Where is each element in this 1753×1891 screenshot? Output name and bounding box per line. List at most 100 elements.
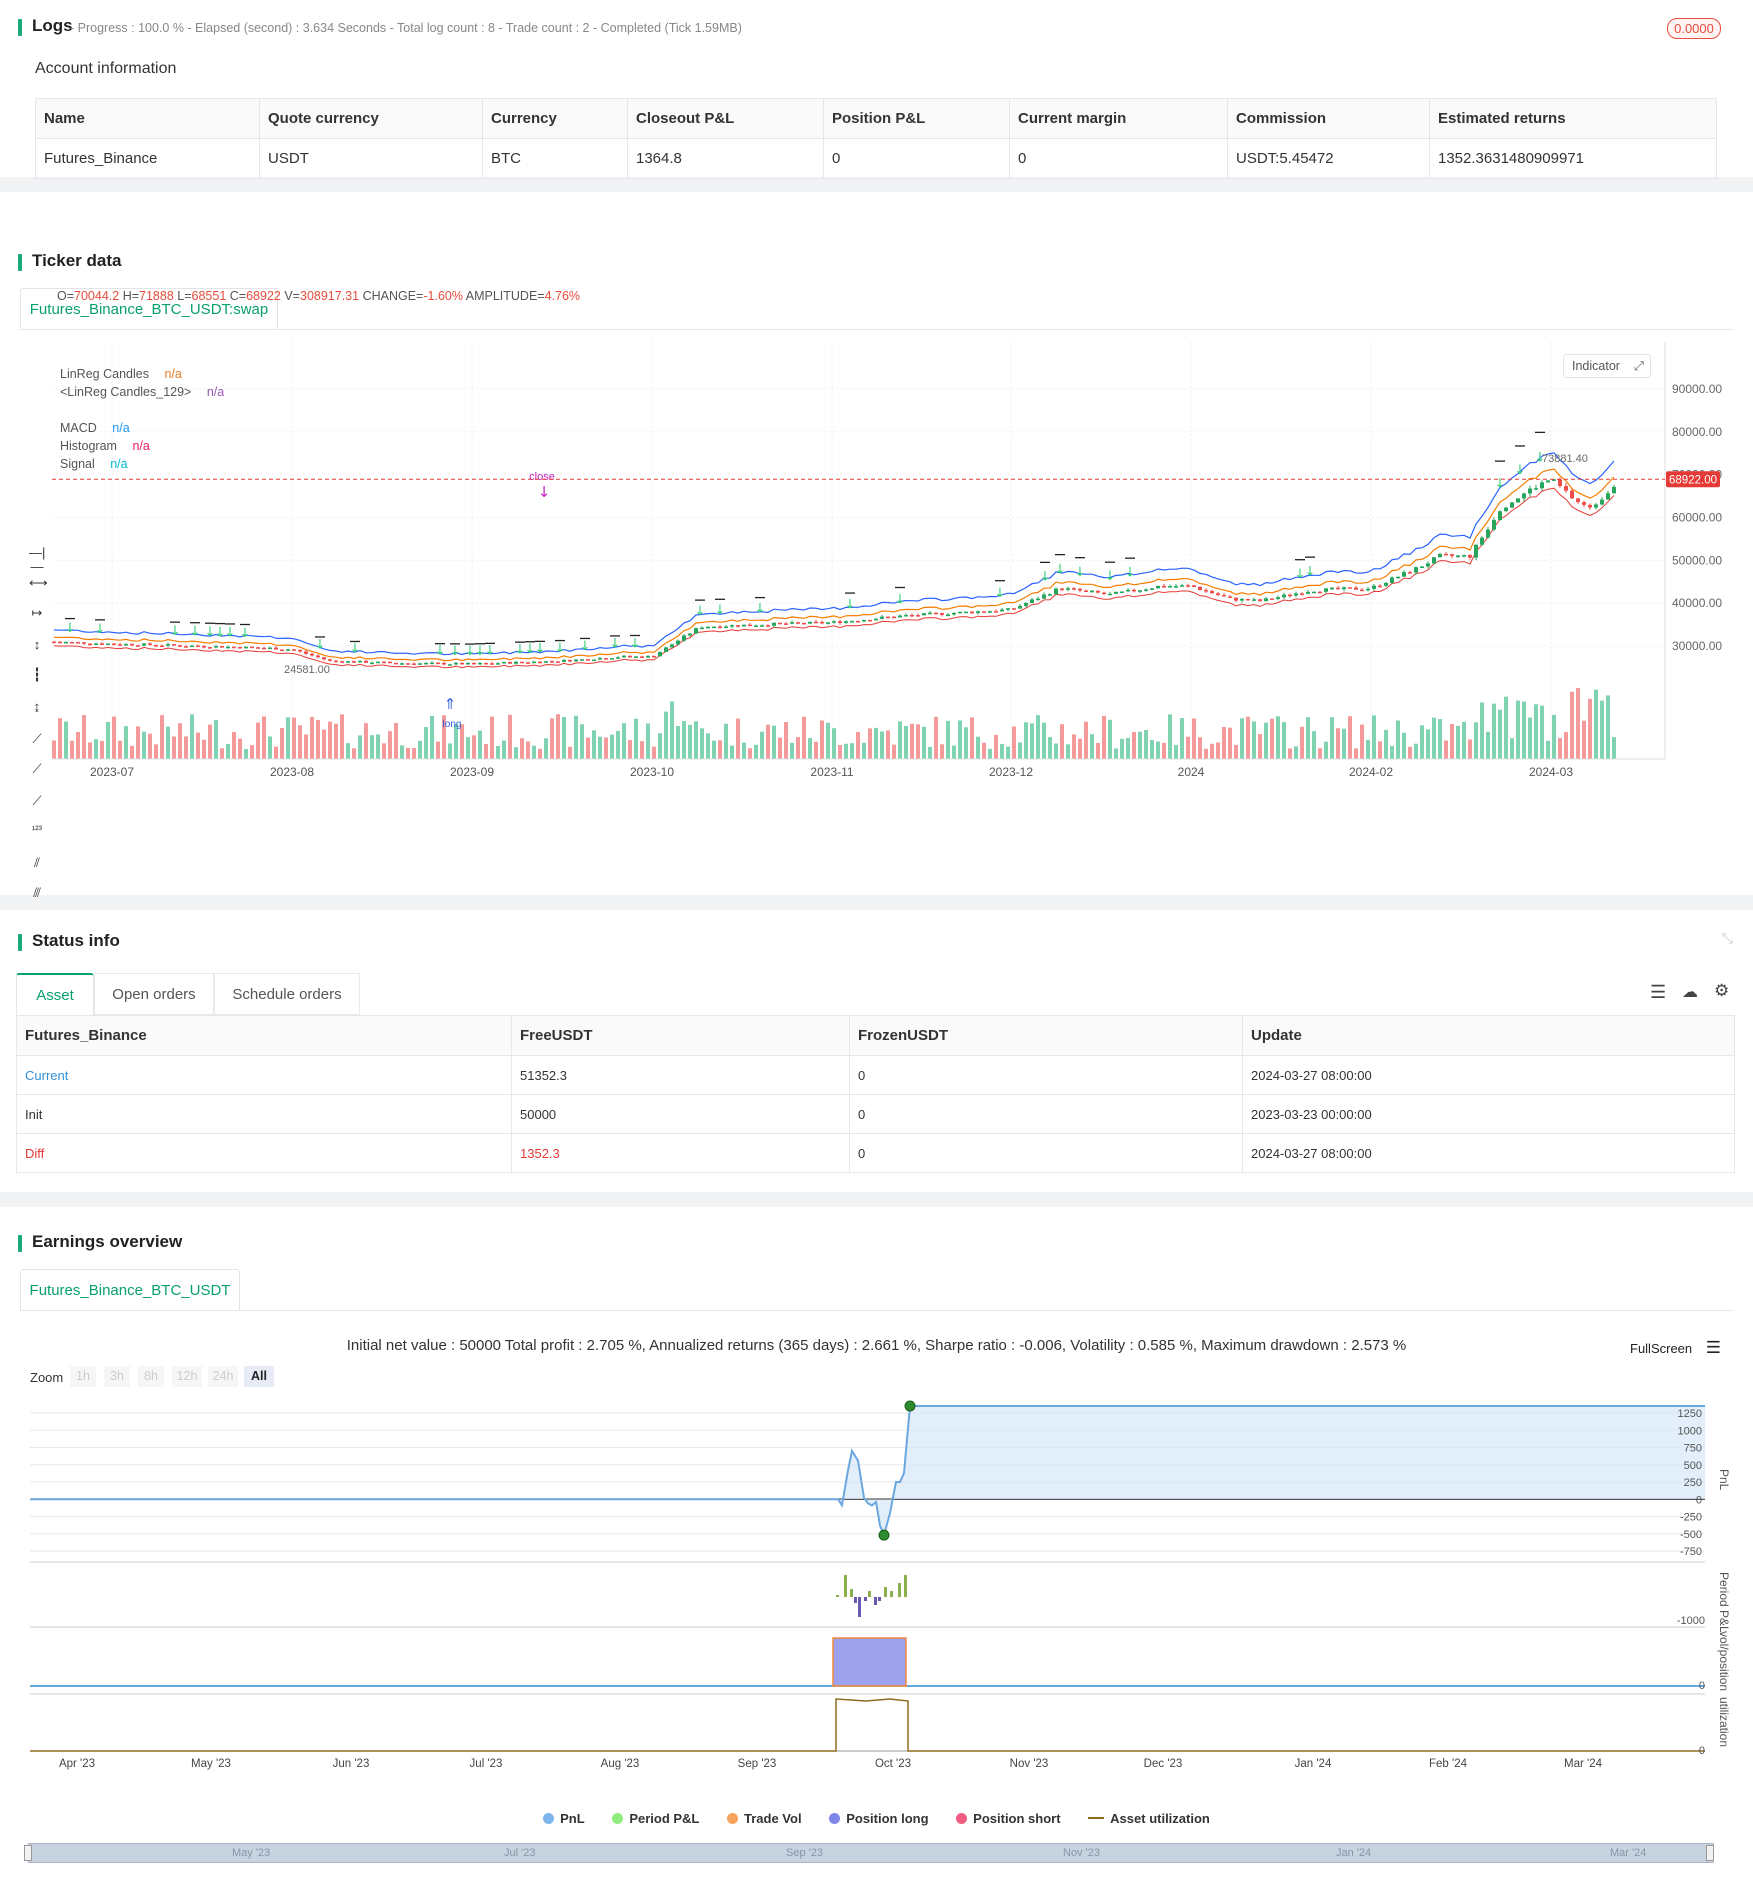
segment-icon[interactable]: ⟋: [32, 793, 42, 808]
ticker-title: Ticker data: [17, 251, 122, 271]
trend-line-icon[interactable]: ⟋: [32, 731, 42, 746]
price-line-icon[interactable]: ↨: [33, 699, 41, 714]
max-price-label: 73881.40: [1542, 453, 1588, 465]
candle-body: [436, 662, 440, 665]
volume-bar: [850, 743, 854, 759]
buy-arrow-icon: ↓: [65, 621, 76, 636]
volume-bar: [388, 731, 392, 759]
earnings-tab[interactable]: Futures_Binance_BTC_USDT: [20, 1269, 240, 1311]
candle-body: [856, 620, 860, 623]
pnl-area: [30, 1405, 1705, 1536]
candle-body: [970, 611, 974, 614]
asset-row-label-current[interactable]: Current: [16, 1055, 512, 1095]
volume-bar: [1426, 729, 1430, 759]
navigator-handle-left[interactable]: [24, 1845, 32, 1861]
crosshair-icon[interactable]: —|—: [29, 545, 46, 574]
volume-bar: [292, 717, 296, 759]
candle-body: [1018, 605, 1022, 609]
ohlc-legend: O=70044.2 H=71888 L=68551 C=68922 V=3089…: [57, 289, 580, 303]
status-tab-schedule-orders[interactable]: Schedule orders: [214, 973, 360, 1015]
candle-body: [112, 643, 116, 646]
ray-line-icon[interactable]: ⟋: [32, 761, 42, 776]
asset-row: Init 50000 0 2023-03-23 00:00:00: [16, 1094, 1735, 1134]
zoom-all[interactable]: All: [244, 1366, 274, 1387]
vol-axis-label: vol/position: [1717, 1631, 1731, 1691]
account-cell: USDT: [259, 138, 483, 179]
zoom-12h[interactable]: 12h: [172, 1366, 202, 1387]
buy-arrow-icon: ↓: [215, 625, 226, 640]
cloud-download-icon[interactable]: ☁: [1682, 984, 1698, 1001]
volume-bar: [628, 740, 632, 759]
candle-body: [1564, 486, 1568, 491]
parallel-channel-icon[interactable]: ⫽: [34, 855, 40, 870]
volume-bar: [352, 748, 356, 759]
volume-bar: [886, 730, 890, 759]
legend-trade-vol[interactable]: Trade Vol: [727, 1811, 802, 1826]
fibonacci-icon[interactable]: ⫻: [33, 885, 41, 900]
zoom-3h[interactable]: 3h: [104, 1366, 130, 1387]
legend-pnl[interactable]: PnL: [543, 1811, 585, 1826]
volume-bar: [142, 731, 146, 759]
horizontal-line-icon[interactable]: ⟷: [29, 575, 48, 590]
buy-arrow-icon: ↓: [755, 602, 766, 617]
candle-body: [1294, 593, 1298, 596]
volume-bar: [1084, 721, 1088, 759]
candle-body: [268, 647, 272, 650]
zoom-24h[interactable]: 24h: [208, 1366, 238, 1387]
legend-position-short[interactable]: Position short: [956, 1811, 1061, 1826]
dot-icon: [727, 1813, 739, 1824]
position-series: [832, 1637, 907, 1687]
vertical-segment-icon[interactable]: ┇: [33, 667, 41, 682]
candle-body: [982, 611, 986, 613]
earnings-chart[interactable]: 1250 1000 750 500 250 0 -250 -500 -750 PnL Period …: [0, 1397, 1753, 1891]
legend-period[interactable]: Period P&L: [612, 1811, 699, 1826]
volume-bar: [460, 724, 464, 759]
volume-bar: [1126, 737, 1130, 759]
candle-body: [1534, 488, 1538, 490]
pnl-axis-label: PnL: [1717, 1469, 1731, 1491]
vertical-line-icon[interactable]: ↕: [33, 637, 41, 652]
horizontal-ray-icon[interactable]: ↦: [31, 605, 43, 620]
list-icon[interactable]: ☰: [1650, 982, 1667, 1002]
candle-body: [880, 616, 884, 619]
status-tab-open-orders[interactable]: Open orders: [94, 973, 214, 1015]
candle-body: [1486, 529, 1490, 538]
settings-icon[interactable]: ⚙: [1714, 981, 1730, 1000]
navigator-handle-right[interactable]: [1706, 1845, 1714, 1861]
volume-bar: [1462, 721, 1466, 759]
status-collapse-icon[interactable]: ⤡: [1721, 930, 1733, 946]
expand-icon[interactable]: ⤢: [1633, 359, 1644, 373]
navigator-tick-label: Sep '23: [786, 1847, 823, 1859]
y-tick-label: 60000.00: [1672, 511, 1722, 525]
price-channel-icon[interactable]: ¹²³: [32, 825, 42, 836]
earnings-x-tick: Dec '23: [1144, 1758, 1183, 1770]
candle-body: [106, 643, 110, 646]
volume-bar: [1000, 743, 1004, 759]
zoom-1h[interactable]: 1h: [70, 1366, 96, 1387]
legend-position-long[interactable]: Position long: [829, 1811, 929, 1826]
candle-body: [1054, 588, 1058, 595]
status-tab-asset[interactable]: Asset: [16, 973, 94, 1015]
candlestick-chart[interactable]: ↓ ↓ ↓ ↓ ↓ ↓ ↓ ↓↓ ↓ ↓ ↓ ↓ ↓ ↓ ↓ ↓ ↓ ↓ ↓ ↓ ↓↓ ↓ ↓ ↓ ↓ ↓↓ ↓ ↓ ↓ ↓ ↓ ↓↓↓↓cl…: [0, 332, 1753, 892]
candle-body: [166, 644, 170, 646]
legend-name: <LinReg Candles_129>: [60, 385, 192, 399]
candle-body: [628, 655, 632, 658]
menu-icon[interactable]: ☰: [1705, 1338, 1722, 1357]
indicator-button[interactable]: Indicator ⤢: [1563, 354, 1651, 378]
candle-body: [118, 644, 122, 646]
zoom-8h[interactable]: 8h: [138, 1366, 164, 1387]
candle-body: [1078, 588, 1082, 591]
candle-body: [1126, 589, 1130, 592]
ticker-tab[interactable]: Futures_Binance_BTC_USDT:swap: [20, 288, 278, 330]
candle-body: [958, 611, 962, 614]
candle-body: [688, 633, 692, 636]
volume-bar: [160, 715, 164, 759]
volume-bar: [844, 743, 848, 759]
volume-bar: [298, 725, 302, 759]
volume-bar: [706, 733, 710, 759]
fullscreen-button[interactable]: FullScreen ☰: [1630, 1338, 1721, 1358]
candle-body: [1342, 587, 1346, 590]
legend-asset-util[interactable]: Asset utilization: [1088, 1811, 1210, 1826]
volume-bar: [898, 721, 902, 759]
candle-body: [1492, 520, 1496, 530]
